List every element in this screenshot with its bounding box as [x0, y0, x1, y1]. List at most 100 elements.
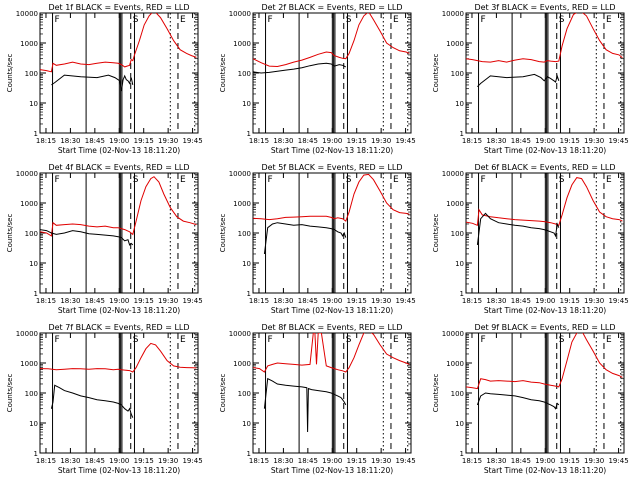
- y-tick-label: 10000: [442, 170, 464, 178]
- y-tick-label: 1: [247, 290, 251, 298]
- event-marker-label: F: [55, 175, 60, 185]
- y-axis-label: Counts/sec: [219, 214, 227, 253]
- x-axis-label: Start Time (02-Nov-13 18:11:20): [271, 146, 393, 155]
- y-tick-label: 100: [238, 390, 251, 398]
- y-tick-label: 10: [455, 100, 464, 108]
- x-tick-label: 19:15: [134, 137, 154, 145]
- x-tick-label: 19:15: [347, 297, 367, 305]
- x-tick-label: 18:30: [486, 457, 506, 465]
- x-axis-label: Start Time (02-Nov-13 18:11:20): [58, 306, 180, 315]
- x-tick-label: 19:00: [322, 457, 342, 465]
- panel-title: Det 8f BLACK = Events, RED = LLD: [261, 323, 402, 332]
- x-tick-label: 19:00: [535, 297, 555, 305]
- x-tick-label: 19:00: [109, 457, 129, 465]
- y-tick-label: 10000: [16, 330, 38, 338]
- y-axis-label: Counts/sec: [6, 214, 14, 253]
- x-tick-label: 19:45: [182, 297, 202, 305]
- y-tick-label: 100: [451, 230, 464, 238]
- x-tick-label: 18:30: [273, 297, 293, 305]
- x-tick-label: 18:15: [462, 137, 482, 145]
- series-line-events: [263, 377, 347, 433]
- series-line-events: [51, 74, 134, 92]
- y-axis-label: Counts/sec: [432, 54, 440, 93]
- y-tick-label: 1000: [20, 360, 38, 368]
- y-axis-label: Counts/sec: [432, 374, 440, 413]
- panel-title: Det 1f BLACK = Events, RED = LLD: [48, 3, 189, 12]
- event-marker-label: F: [55, 335, 60, 345]
- x-axis-label: Start Time (02-Nov-13 18:11:20): [484, 306, 606, 315]
- series-group: [253, 13, 410, 74]
- event-marker-label: F: [481, 15, 486, 25]
- x-tick-label: 19:30: [158, 297, 178, 305]
- x-tick-label: 18:45: [511, 137, 531, 145]
- x-tick-label: 18:45: [298, 457, 318, 465]
- y-tick-label: 10: [242, 100, 251, 108]
- y-tick-label: 10000: [442, 330, 464, 338]
- x-tick-label: 19:15: [347, 457, 367, 465]
- panel-4: Det 4f BLACK = Events, RED = LLD 1 10 100 10…: [6, 163, 203, 315]
- series-line-lld: [253, 173, 410, 222]
- x-tick-label: 19:30: [584, 457, 604, 465]
- y-tick-label: 1: [34, 130, 38, 138]
- y-tick-label: 1: [460, 450, 464, 458]
- y-tick-label: 1: [34, 290, 38, 298]
- series-group: [253, 333, 410, 433]
- x-tick-label: 18:15: [36, 297, 56, 305]
- y-tick-label: 1000: [446, 200, 464, 208]
- series-line-lld: [253, 333, 410, 373]
- x-tick-label: 19:00: [109, 297, 129, 305]
- event-marker-label: S: [346, 15, 352, 25]
- event-marker-label: E: [180, 15, 186, 25]
- x-tick-label: 18:15: [462, 457, 482, 465]
- event-marker-label: S: [133, 175, 139, 185]
- y-tick-label: 1000: [233, 200, 251, 208]
- series-line-events: [253, 62, 347, 74]
- x-tick-label: 19:15: [560, 297, 580, 305]
- x-tick-label: 19:30: [158, 137, 178, 145]
- x-tick-label: 18:30: [60, 297, 80, 305]
- y-tick-label: 10000: [229, 10, 251, 18]
- y-axis-label: Counts/sec: [6, 374, 14, 413]
- y-tick-label: 10: [29, 100, 38, 108]
- x-axis-label: Start Time (02-Nov-13 18:11:20): [484, 466, 606, 475]
- series-line-events: [263, 222, 347, 255]
- x-tick-label: 19:45: [182, 457, 202, 465]
- x-tick-label: 19:45: [608, 137, 628, 145]
- event-marker-label: E: [606, 175, 612, 185]
- x-tick-label: 18:45: [511, 457, 531, 465]
- event-marker-label: S: [559, 15, 565, 25]
- x-tick-label: 18:45: [85, 297, 105, 305]
- x-tick-label: 19:45: [182, 137, 202, 145]
- event-marker-label: F: [268, 15, 273, 25]
- y-tick-label: 10: [242, 260, 251, 268]
- series-group: [466, 13, 623, 88]
- panel-title: Det 9f BLACK = Events, RED = LLD: [474, 323, 615, 332]
- y-axis-label: Counts/sec: [219, 374, 227, 413]
- y-tick-label: 100: [25, 390, 38, 398]
- series-group: [466, 333, 623, 410]
- panel-3: Det 3f BLACK = Events, RED = LLD 1 10 100 10…: [432, 3, 629, 155]
- y-tick-label: 1000: [446, 40, 464, 48]
- x-tick-label: 19:00: [109, 137, 129, 145]
- y-tick-label: 100: [238, 70, 251, 78]
- event-marker-label: E: [180, 335, 186, 345]
- x-axis-label: Start Time (02-Nov-13 18:11:20): [58, 146, 180, 155]
- x-tick-label: 19:45: [395, 457, 415, 465]
- x-axis-label: Start Time (02-Nov-13 18:11:20): [271, 306, 393, 315]
- series-group: [40, 342, 197, 418]
- y-tick-label: 10: [242, 420, 251, 428]
- y-tick-label: 100: [238, 230, 251, 238]
- series-group: [253, 173, 410, 255]
- event-marker-label: E: [393, 15, 399, 25]
- y-tick-label: 1000: [20, 40, 38, 48]
- y-tick-label: 10: [29, 260, 38, 268]
- x-tick-label: 19:30: [584, 137, 604, 145]
- event-marker-label: F: [55, 15, 60, 25]
- x-tick-label: 19:15: [134, 457, 154, 465]
- y-axis-label: Counts/sec: [219, 54, 227, 93]
- y-axis-label: Counts/sec: [6, 54, 14, 93]
- event-marker-label: S: [559, 335, 565, 345]
- panel-title: Det 5f BLACK = Events, RED = LLD: [261, 163, 402, 172]
- y-tick-label: 1: [34, 450, 38, 458]
- x-tick-label: 18:30: [60, 457, 80, 465]
